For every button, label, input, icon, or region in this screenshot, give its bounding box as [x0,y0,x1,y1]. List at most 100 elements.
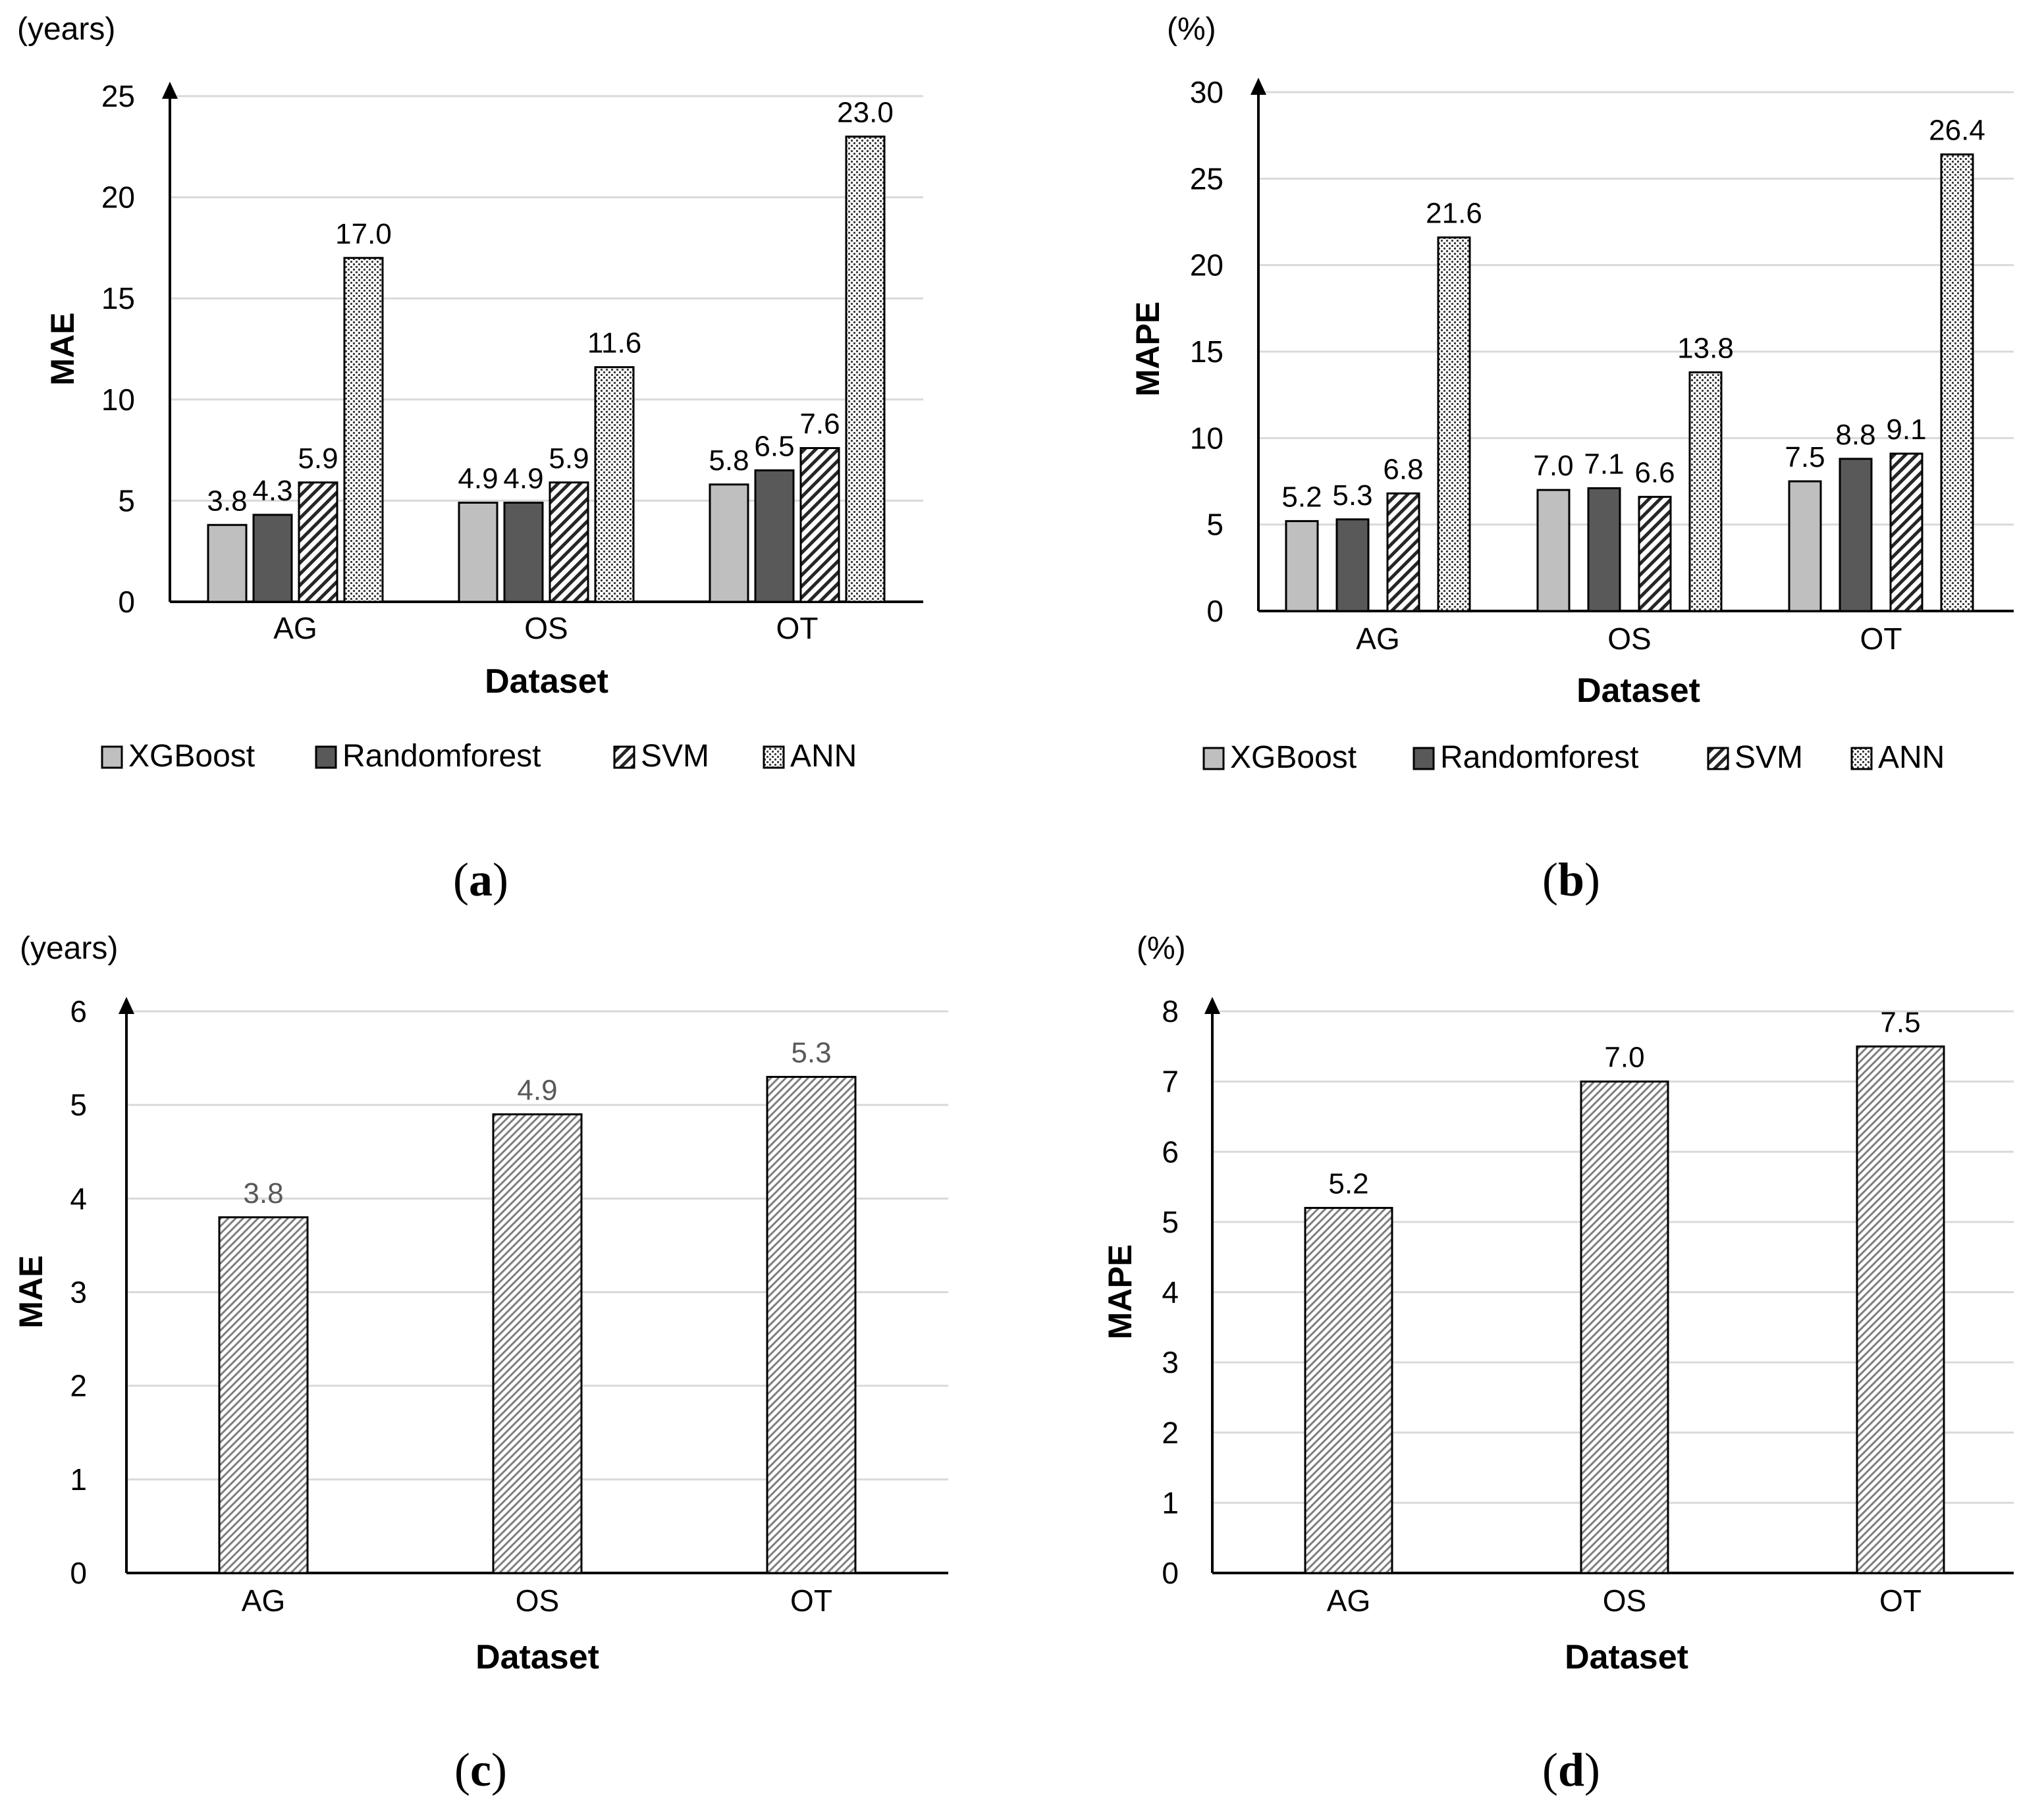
x-axis-title: Dataset [1576,672,1700,710]
x-tick-label-ag: AG [1356,622,1399,656]
y-tick-label: 10 [1190,421,1224,455]
bar-xgboost-os [1536,489,1571,612]
bar-value-ot [1856,1045,1945,1574]
y-tick-label: 5 [1206,508,1224,542]
y-tick-label: 15 [101,281,135,315]
panel-letter-c: c [470,1744,491,1796]
x-tick-label-os: OS [1607,622,1651,656]
legend-swatch-ann [1850,747,1873,770]
y-tick-label: 4 [70,1181,87,1215]
y-tick-label: 3 [1162,1345,1179,1379]
bar-xgboost-ag [1285,520,1319,612]
x-tick-label-ag: AG [1327,1584,1370,1618]
data-label-value-ag: 3.8 [243,1177,283,1210]
y-tick-label: 2 [70,1369,87,1403]
legend-label-ann: ANN [790,739,857,774]
y-tick-label: 30 [1190,75,1224,109]
legend-swatch-randomforest [1412,747,1435,770]
data-label-svm-ag: 5.9 [298,442,338,475]
unit-label: (years) [17,12,115,47]
y-axis-arrow [119,997,134,1014]
y-axis-arrow [1251,78,1266,95]
panel-caption-d: (d) [1542,1744,1600,1796]
data-label-xgboost-ag: 5.2 [1281,481,1322,513]
data-label-xgboost-ag: 3.8 [207,485,247,517]
y-tick-label: 20 [101,180,135,215]
unit-label: (%) [1167,12,1216,47]
legend-label-ann: ANN [1878,740,1945,775]
data-label-randomforest-ot: 6.5 [754,430,794,462]
x-tick-label-ot: OT [1860,622,1902,656]
bar-randomforest-ot [754,469,795,603]
y-tick-label: 8 [1162,994,1179,1028]
unit-label: (years) [20,931,118,966]
x-axis-title: Dataset [475,1638,599,1676]
panel-caption-a: (a) [453,853,508,906]
x-tick-label-ot: OT [1879,1584,1922,1618]
y-tick-label: 6 [70,994,87,1028]
y-tick-label: 20 [1190,248,1224,282]
x-tick-label-ot: OT [790,1584,832,1618]
legend-swatch-ann [763,745,785,769]
bar-svm-os [1638,496,1672,612]
y-tick-label: 0 [118,585,135,619]
y-tick-label: 6 [1162,1134,1179,1169]
data-label-svm-ot: 9.1 [1886,413,1926,446]
y-tick-label: 1 [1162,1485,1179,1520]
data-label-xgboost-os: 7.0 [1533,450,1573,482]
data-label-randomforest-ag: 4.3 [252,475,292,507]
bar-ann-ot [1940,153,1974,612]
legend-swatch-svm [613,745,635,769]
y-tick-label: 0 [1162,1556,1179,1590]
bar-xgboost-ot [1788,480,1822,612]
y-axis-title: MAE [13,1255,49,1328]
chart-b-mape-four-models: 0 5 10 15 20 25 30 (%) MAPE Dataset AG 5.2 5.3 6.8 21.… [1129,12,2014,775]
legend-swatch-randomforest [315,745,337,769]
x-tick-label-os: OS [1603,1584,1646,1618]
y-axis-arrow [1204,997,1220,1014]
x-tick-label-ag: AG [273,611,317,645]
bar-svm-ot [799,447,840,603]
data-label-ann-ot: 26.4 [1929,115,1985,147]
y-tick-label: 25 [1190,161,1224,196]
y-tick-label: 1 [70,1462,87,1497]
x-tick-label-ot: OT [776,611,819,645]
legend-label-randomforest: Randomforest [342,739,541,774]
data-label-xgboost-ot: 7.5 [1785,441,1825,473]
legend-label-randomforest: Randomforest [1440,740,1638,775]
y-tick-label: 2 [1162,1416,1179,1450]
chart-d-mape-single: 0 1 2 3 4 5 6 7 8 (%) MAPE Dataset AG 5.2 OS 7.0 OT 7.5 [1102,931,2014,1676]
legend-swatch-svm [1707,747,1729,770]
bar-randomforest-ot [1839,458,1873,612]
legend-label-svm: SVM [1735,740,1803,775]
bar-ann-os [1688,371,1723,612]
legend-swatch-xgboost [101,745,123,769]
y-axis-title: MAE [44,312,81,385]
data-label-ann-os: 13.8 [1677,333,1734,365]
bar-xgboost-os [458,501,498,603]
y-tick-label: 25 [101,79,135,113]
panel-caption-b: (b) [1542,853,1600,906]
y-tick-label: 7 [1162,1065,1179,1099]
y-tick-label: 0 [1206,594,1224,628]
data-label-value-ag: 5.2 [1328,1168,1368,1200]
x-tick-label-os: OS [524,611,568,645]
bar-ann-ot [845,135,886,603]
x-axis-title: Dataset [1565,1638,1688,1676]
x-tick-label-ag: AG [242,1584,285,1618]
bar-ann-ag [1437,236,1471,612]
data-label-svm-ot: 7.6 [799,408,840,440]
bar-ann-ag [343,257,384,603]
data-label-value-ot: 7.5 [1880,1006,1920,1038]
bar-xgboost-ot [709,483,749,603]
legend-swatch-xgboost [1202,747,1225,770]
bar-value-ot [766,1076,857,1574]
data-label-ann-ot: 23.0 [837,96,894,128]
panel-letter-d: d [1557,1744,1585,1796]
data-label-randomforest-os: 4.9 [503,462,543,494]
y-tick-label: 5 [118,483,135,518]
bar-randomforest-ag [252,514,293,603]
data-label-svm-os: 6.6 [1634,457,1675,489]
